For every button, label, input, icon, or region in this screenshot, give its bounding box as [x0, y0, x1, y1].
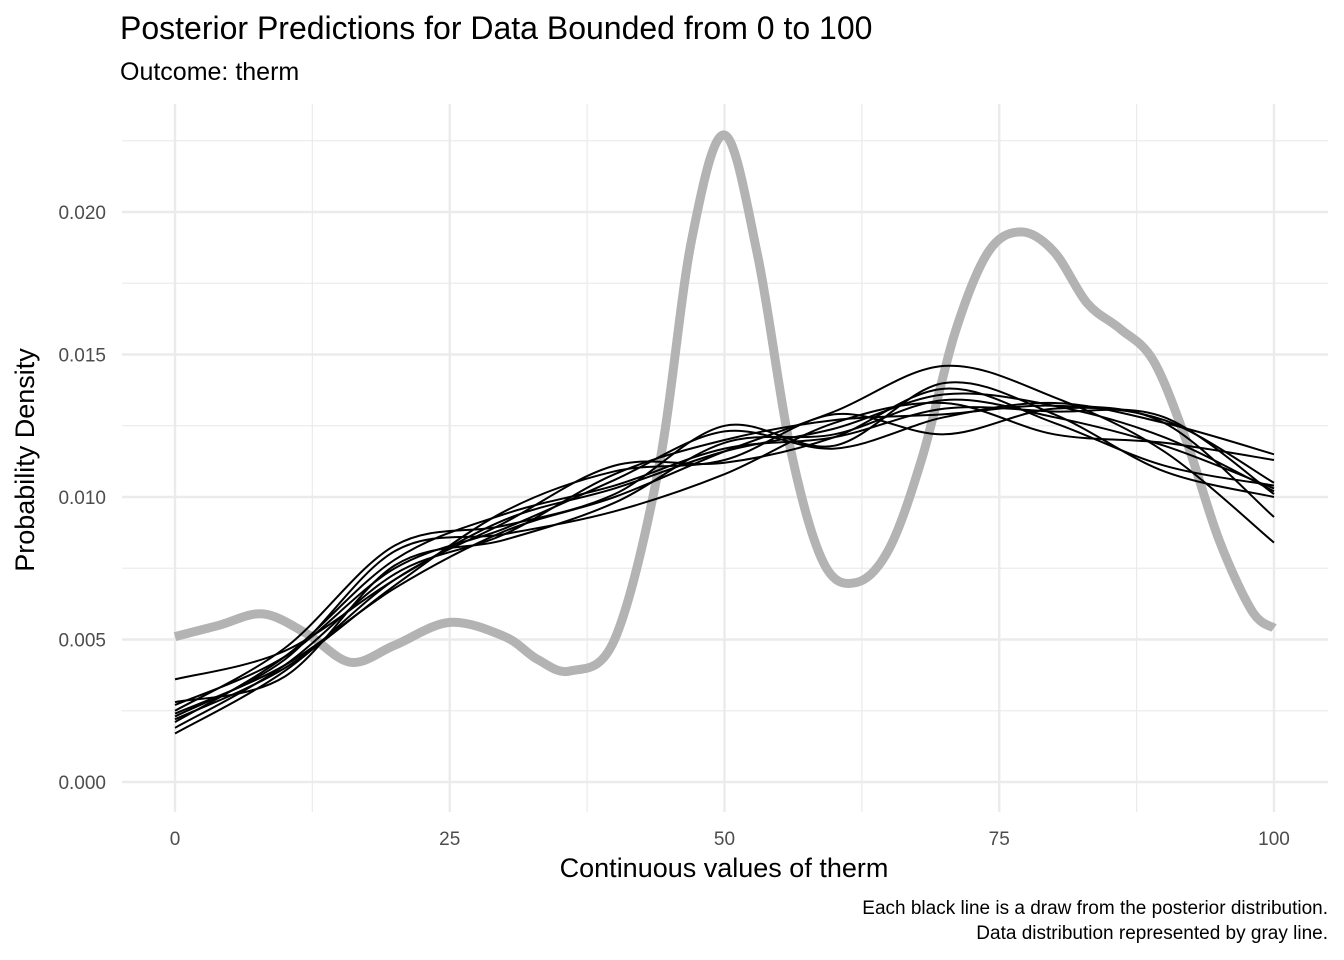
x-tick-label: 0	[170, 829, 181, 850]
posterior-draw-line	[174, 387, 1275, 735]
chart-caption: Each black line is a draw from the poste…	[862, 896, 1328, 946]
caption-line: Each black line is a draw from the poste…	[862, 898, 1328, 919]
series-layer	[173, 130, 1277, 735]
posterior-draw-line	[174, 381, 1275, 712]
y-axis-label: Probability Density	[10, 348, 40, 572]
chart-title: Posterior Predictions for Data Bounded f…	[120, 10, 873, 46]
chart-subtitle: Outcome: therm	[120, 58, 300, 86]
posterior-draw-line	[174, 398, 1275, 704]
y-tick-labels: 0.000 0.005 0.010 0.015 0.020	[58, 203, 106, 794]
x-tick-label: 75	[989, 829, 1010, 850]
y-tick-label: 0.015	[58, 346, 106, 367]
posterior-draw-line	[174, 401, 1275, 718]
y-tick-label: 0.000	[58, 773, 106, 794]
grid-major	[122, 104, 1328, 812]
posterior-draw-line	[174, 406, 1275, 723]
x-tick-label: 50	[714, 829, 735, 850]
x-tick-labels: 0 25 50 75 100	[170, 829, 1290, 850]
y-tick-label: 0.010	[58, 488, 106, 509]
y-tick-label: 0.020	[58, 203, 106, 224]
observed-density-line	[173, 130, 1277, 677]
x-axis-label: Continuous values of therm	[560, 853, 889, 883]
x-tick-label: 25	[439, 829, 460, 850]
x-tick-label: 100	[1258, 829, 1290, 850]
posterior-draw-line	[174, 406, 1275, 721]
caption-line: Data distribution represented by gray li…	[976, 923, 1328, 944]
y-tick-label: 0.005	[58, 631, 106, 652]
